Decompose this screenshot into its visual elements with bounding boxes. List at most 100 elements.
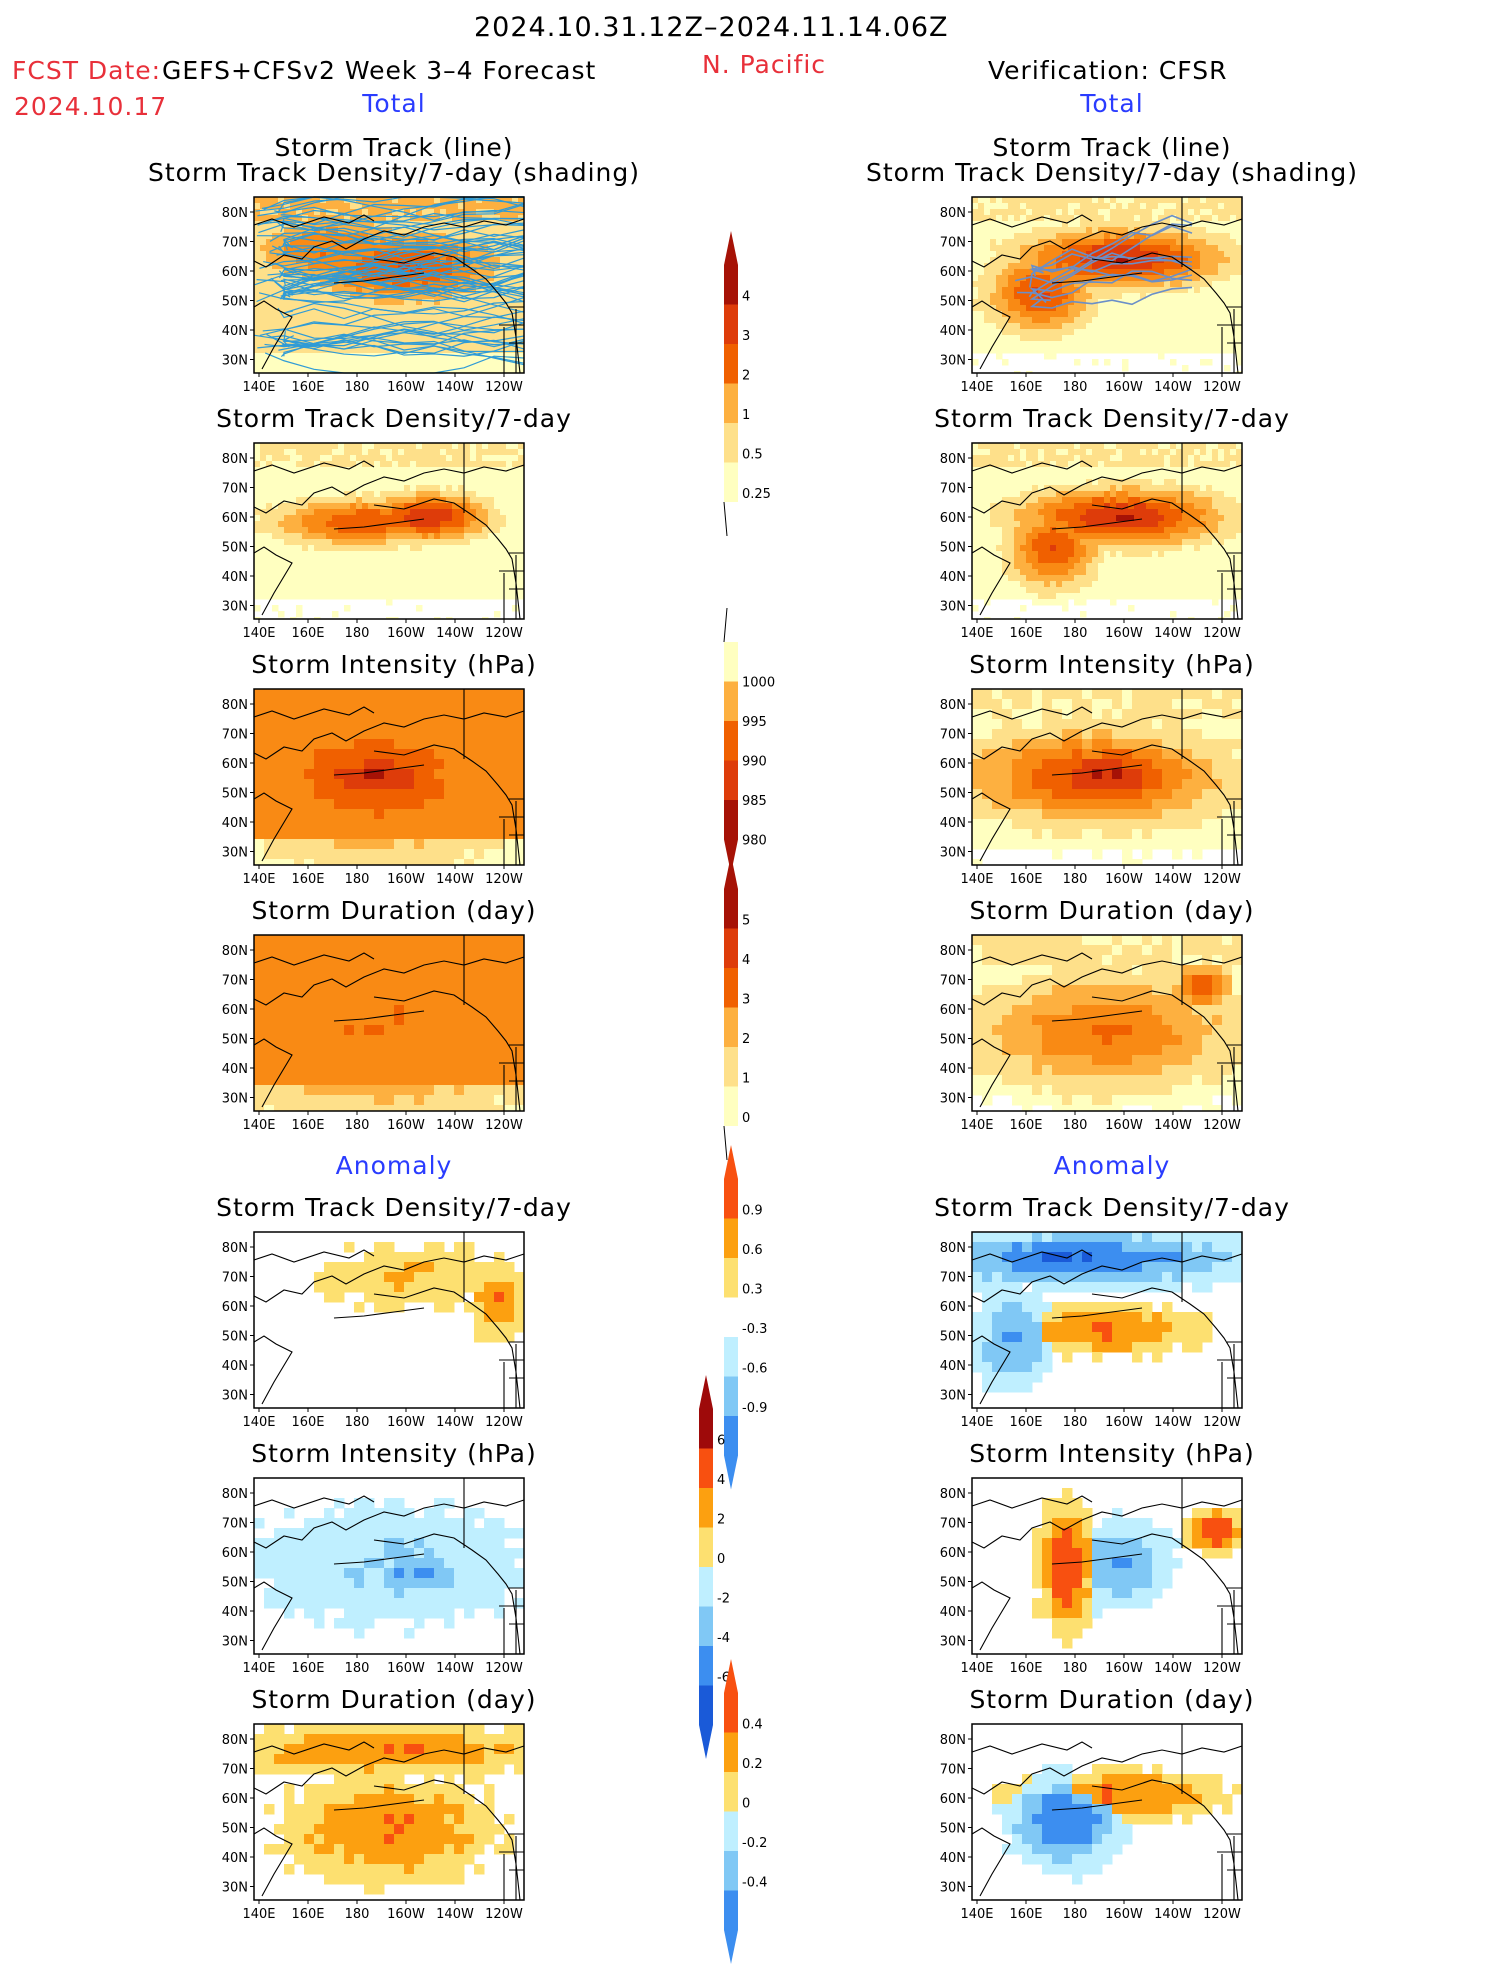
map-cell [380, 491, 387, 498]
map-cell [1020, 269, 1027, 276]
map-cell [972, 455, 979, 462]
map-cell [1080, 539, 1087, 546]
map-cell [1056, 323, 1063, 330]
map-cell [1086, 539, 1093, 546]
map-cell [972, 311, 979, 318]
map-cell [1050, 323, 1057, 330]
map-cell [1062, 455, 1069, 462]
map-cell [368, 515, 375, 522]
map-cell [1170, 509, 1177, 516]
map-cell [404, 497, 411, 504]
map-cell [1098, 551, 1105, 558]
map-cell [1092, 551, 1099, 558]
map-cell [1194, 311, 1201, 318]
map-cell [1062, 215, 1069, 222]
map-cell [422, 449, 429, 456]
map-cell [1080, 245, 1087, 252]
map-cell [416, 467, 423, 474]
map-cell [978, 449, 985, 456]
map-cell [1014, 461, 1021, 468]
map-cell [1080, 203, 1087, 210]
map-cell [470, 557, 477, 564]
map-cell [470, 575, 477, 582]
map-cell [1134, 341, 1141, 348]
map-cell [260, 497, 267, 504]
map-cell [314, 563, 321, 570]
map-cell [332, 455, 339, 462]
map-cell [1158, 563, 1165, 570]
map-cell [416, 521, 423, 528]
forecast-model: GEFS+CFSv2 Week 3–4 Forecast [162, 56, 596, 85]
map-cell [1146, 449, 1153, 456]
map-cell [1098, 335, 1105, 342]
map-cell [1014, 527, 1021, 534]
map-cell [1134, 317, 1141, 324]
map-cell [1044, 197, 1051, 204]
map-cell [1230, 449, 1237, 456]
map-cell [1044, 533, 1051, 540]
map-cell [446, 473, 453, 480]
map-cell [266, 455, 273, 462]
map-cell [404, 197, 411, 204]
map-cell [1230, 455, 1237, 462]
map-cell [1146, 287, 1153, 294]
map-cell [1068, 305, 1075, 312]
map-cell [464, 203, 471, 210]
map-cell [1008, 569, 1015, 576]
lon-label: 180 [345, 626, 370, 641]
map-cell [978, 293, 985, 300]
map-cell [1074, 563, 1081, 570]
map-cell [1152, 215, 1159, 222]
map-cell [296, 527, 303, 534]
region-label: N. Pacific [702, 50, 826, 79]
map-cell [1032, 317, 1039, 324]
map-cell [1044, 347, 1051, 354]
map-cell [266, 281, 273, 288]
map-cell [1182, 317, 1189, 324]
map-cell [1056, 563, 1063, 570]
map-cell [308, 533, 315, 540]
map-cell [314, 509, 321, 516]
map-cell [308, 449, 315, 456]
map-cell [1194, 509, 1201, 516]
map-cell [284, 533, 291, 540]
map-cell [1158, 233, 1165, 240]
map-cell [1128, 467, 1135, 474]
map-cell [512, 569, 519, 576]
map-cell [1146, 521, 1153, 528]
map-cell [362, 587, 369, 594]
map-cell [476, 449, 483, 456]
map-cell [272, 365, 279, 372]
map-cell [1170, 233, 1177, 240]
map-cell [452, 539, 459, 546]
map-cell [332, 365, 339, 372]
map-cell [1164, 557, 1171, 564]
map-cell [308, 569, 315, 576]
map-cell [1056, 443, 1063, 450]
map-cell [272, 545, 279, 552]
map-cell [1116, 227, 1123, 234]
map-cell [1014, 551, 1021, 558]
map-cell [1074, 497, 1081, 504]
map-cell [1050, 209, 1057, 216]
map-cell [326, 329, 333, 336]
map-cell [978, 575, 985, 582]
map-cell [278, 539, 285, 546]
map-cell [1008, 299, 1015, 306]
map-cell [972, 209, 979, 216]
map-cell [1044, 497, 1051, 504]
map-cell [362, 527, 369, 534]
map-cell [996, 341, 1003, 348]
map-cell [1170, 557, 1177, 564]
map-cell [290, 515, 297, 522]
map-cell [290, 455, 297, 462]
map-cell [368, 569, 375, 576]
map-cell [500, 365, 507, 372]
map-cell [338, 203, 345, 210]
map-cell [1146, 323, 1153, 330]
map-cell [416, 335, 423, 342]
map-cell [290, 551, 297, 558]
map-cell [1098, 509, 1105, 516]
map-cell [984, 233, 991, 240]
map-cell [1182, 311, 1189, 318]
